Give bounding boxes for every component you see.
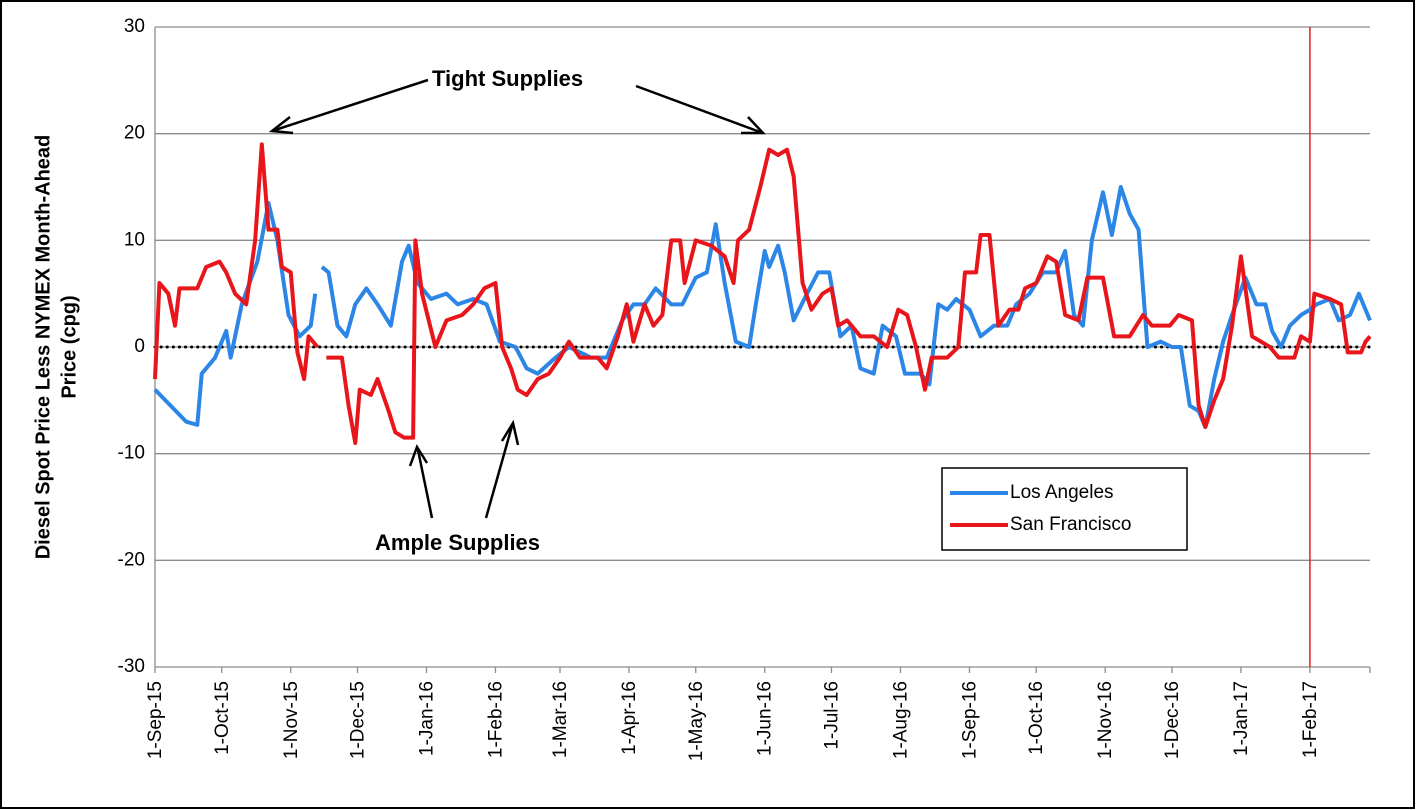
x-tick-label: 1-Sep-16 [959, 681, 980, 759]
x-tick-label: 1-Jun-16 [755, 681, 776, 756]
y-tick-label: -10 [118, 443, 145, 464]
y-tick-label: -20 [118, 549, 145, 570]
arrows [268, 78, 766, 519]
x-tick-label: 1-Jan-16 [416, 681, 437, 756]
x-tick-label: 1-Mar-16 [550, 681, 571, 758]
x-tick-label: 1-Nov-15 [281, 681, 302, 759]
legend-label: San Francisco [1010, 514, 1131, 535]
y-tick-label: -30 [118, 656, 145, 677]
y-axis-label: Price (cpg) [58, 295, 80, 398]
series-line [326, 147, 1372, 445]
series-line [153, 142, 319, 381]
y-tick-label: 10 [124, 229, 145, 250]
x-tick-label: 1-Jan-17 [1231, 681, 1252, 756]
x-tick-label: 1-Sep-15 [145, 681, 166, 759]
annotation: Tight Supplies [432, 66, 583, 91]
series-line [320, 185, 1372, 429]
x-tick-label: 1-Oct-15 [212, 681, 233, 755]
x-tick-label: 1-Oct-16 [1026, 681, 1047, 755]
x-tick-label: 1-Feb-17 [1300, 681, 1321, 758]
y-tick-label: 0 [134, 336, 145, 357]
x-tick-label: 1-Dec-16 [1162, 681, 1183, 759]
x-tick-label: 1-Feb-16 [485, 681, 506, 758]
x-tick-label: 1-May-16 [686, 681, 707, 761]
series-line [153, 201, 318, 427]
x-tick-label: 1-Jul-16 [821, 681, 842, 750]
y-axis-label: Diesel Spot Price Less NYMEX Month-Ahead [32, 135, 54, 560]
y-tick-label: 20 [124, 123, 145, 144]
x-tick-label: 1-Dec-15 [348, 681, 369, 759]
legend-box [941, 467, 1188, 551]
x-tick-label: 1-Apr-16 [619, 681, 640, 755]
x-tick-label: 1-Nov-16 [1095, 681, 1116, 759]
y-tick-label: 30 [124, 16, 145, 37]
x-tick-label: 1-Aug-16 [890, 681, 911, 759]
legend-label: Los Angeles [1010, 482, 1114, 503]
annotation: Ample Supplies [375, 530, 540, 555]
